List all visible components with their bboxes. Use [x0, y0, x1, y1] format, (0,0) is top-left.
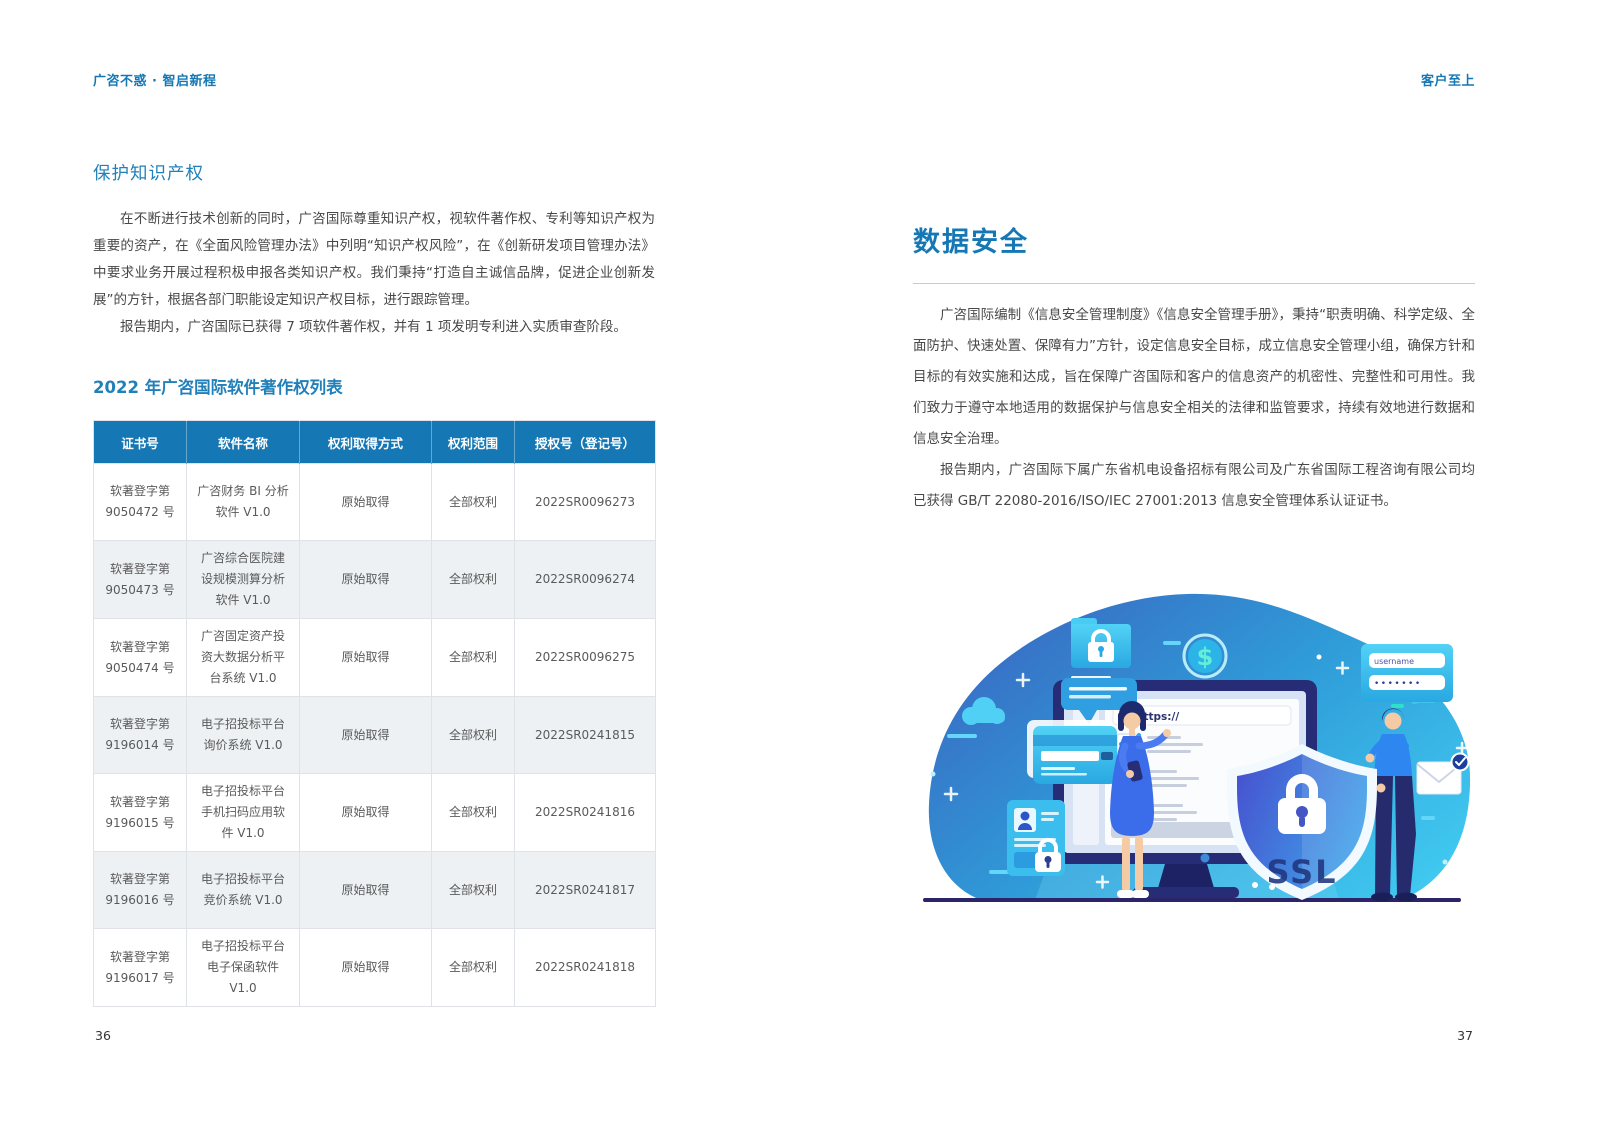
table-row: 软著登字第 9050473 号 广咨综合医院建设规模测算分析软件 V1.0 原始… [93, 540, 656, 619]
cloud-icon [962, 697, 1005, 725]
column-header: 软件名称 [186, 420, 300, 464]
table-cell: 全部权利 [431, 540, 515, 619]
table-header-row: 证书号 软件名称 权利取得方式 权利范围 授权号（登记号） [93, 420, 656, 464]
https-label: https:// [1136, 711, 1179, 723]
paragraph: 报告期内，广咨国际下属广东省机电设备招标有限公司及广东省国际工程咨询有限公司均已… [913, 462, 1475, 509]
svg-text:$: $ [1197, 643, 1214, 671]
table-cell: 2022SR0241815 [514, 696, 656, 774]
table-title: 2022 年广咨国际软件著作权列表 [93, 378, 343, 397]
table-cell: 2022SR0241818 [514, 928, 656, 1007]
column-header: 权利范围 [431, 420, 515, 464]
id-card-lock-icon [1007, 800, 1065, 876]
dot-decoration [1269, 884, 1275, 890]
table-cell: 2022SR0096275 [514, 618, 656, 697]
table-cell: 软著登字第 9196016 号 [93, 851, 187, 929]
table-cell: 软著登字第 9196014 号 [93, 696, 187, 774]
verified-mail-icon [1416, 752, 1470, 795]
table-cell: 软著登字第 9196015 号 [93, 773, 187, 852]
security-illustration-svg: $ username ••••••• [923, 593, 1471, 902]
table-cell: 原始取得 [299, 540, 432, 619]
ssl-label: SSL [1266, 853, 1337, 891]
column-header: 授权号（登记号） [514, 420, 656, 464]
table-cell: 原始取得 [299, 618, 432, 697]
table-cell: 全部权利 [431, 463, 515, 541]
password-field-text: ••••••• [1374, 679, 1422, 689]
username-field-text: username [1374, 657, 1414, 666]
woman-figure [1110, 701, 1171, 898]
table-cell: 原始取得 [299, 696, 432, 774]
table-cell: 软著登字第 9196017 号 [93, 928, 187, 1007]
table-cell: 全部权利 [431, 773, 515, 852]
page-number: 36 [95, 1028, 111, 1043]
column-header: 权利取得方式 [299, 420, 432, 464]
ground-line [923, 898, 1461, 902]
ssl-shield-icon: SSL [1227, 744, 1377, 900]
title-divider [913, 283, 1475, 284]
table-cell: 原始取得 [299, 463, 432, 541]
hand [1365, 753, 1375, 763]
hand [1376, 783, 1386, 793]
table-cell: 电子招投标平台电子保函软件 V1.0 [186, 928, 300, 1007]
section-title-ip-protection: 保护知识产权 [93, 164, 204, 184]
table-cell: 电子招投标平台询价系统 V1.0 [186, 696, 300, 774]
paragraph: 报告期内，广咨国际已获得 7 项软件著作权，并有 1 项发明专利进入实质审查阶段… [120, 319, 627, 335]
paragraph: 广咨国际编制《信息安全管理制度》《信息安全管理手册》，秉持“职责明确、科学定级、… [913, 307, 1475, 447]
table-cell: 2022SR0241816 [514, 773, 656, 852]
table-cell: 电子招投标平台手机扫码应用软件 V1.0 [186, 773, 300, 852]
table-cell: 软著登字第 9050472 号 [93, 463, 187, 541]
man-figure [1368, 708, 1417, 902]
table-cell: 广咨固定资产投资大数据分析平台系统 V1.0 [186, 618, 300, 697]
data-security-text: 广咨国际编制《信息安全管理制度》《信息安全管理手册》，秉持“职责明确、科学定级、… [913, 300, 1475, 517]
dash-decoration [1391, 704, 1404, 708]
dot-decoration [1442, 859, 1448, 865]
report-page-right: 客户至上 数据安全 广咨国际编制《信息安全管理制度》《信息安全管理手册》，秉持“… [913, 0, 1475, 1131]
table-cell: 软著登字第 9050474 号 [93, 618, 187, 697]
table-row: 软著登字第 9196014 号 电子招投标平台询价系统 V1.0 原始取得 全部… [93, 696, 656, 774]
page-number: 37 [1457, 1028, 1473, 1043]
credit-card-icon [1027, 720, 1117, 784]
plus-decoration [943, 661, 1469, 889]
table-cell: 广咨财务 BI 分析软件 V1.0 [186, 463, 300, 541]
table-cell: 2022SR0241817 [514, 851, 656, 929]
table-cell: 原始取得 [299, 928, 432, 1007]
table-cell: 软著登字第 9050473 号 [93, 540, 187, 619]
table-cell: 电子招投标平台竞价系统 V1.0 [186, 851, 300, 929]
login-form-icon: username ••••••• [1361, 644, 1453, 702]
data-security-illustration: $ username ••••••• [923, 584, 1475, 908]
section-title-data-security: 数据安全 [913, 227, 1029, 258]
column-header: 证书号 [93, 420, 187, 464]
table-row: 软著登字第 9196015 号 电子招投标平台手机扫码应用软件 V1.0 原始取… [93, 773, 656, 852]
dot-decoration [1252, 882, 1258, 888]
table-row: 软著登字第 9196017 号 电子招投标平台电子保函软件 V1.0 原始取得 … [93, 928, 656, 1007]
table-cell: 广咨综合医院建设规模测算分析软件 V1.0 [186, 540, 300, 619]
running-header-left: 广咨不惑 · 智启新程 [93, 74, 217, 89]
table-row: 软著登字第 9196016 号 电子招投标平台竞价系统 V1.0 原始取得 全部… [93, 851, 656, 929]
dot-decoration [930, 771, 936, 777]
table-cell: 原始取得 [299, 851, 432, 929]
report-page-left: 广咨不惑 · 智启新程 保护知识产权 在不断进行技术创新的同时，广咨国际尊重知识… [93, 0, 656, 1131]
table-cell: 全部权利 [431, 696, 515, 774]
running-header-right: 客户至上 [1420, 74, 1475, 89]
table-row: 软著登字第 9050472 号 广咨财务 BI 分析软件 V1.0 原始取得 全… [93, 463, 656, 541]
table-cell: 全部权利 [431, 928, 515, 1007]
table-cell: 全部权利 [431, 618, 515, 697]
ip-protection-text: 在不断进行技术创新的同时，广咨国际尊重知识产权，视软件著作权、专利等知识产权为重… [93, 206, 655, 341]
chat-bubble-icon [1061, 678, 1137, 724]
dollar-coin-icon: $ [1182, 633, 1228, 679]
dot-decoration [1316, 654, 1322, 660]
software-copyright-table: 证书号 软件名称 权利取得方式 权利范围 授权号（登记号） 软著登字第 9050… [93, 420, 656, 1007]
table-cell: 原始取得 [299, 773, 432, 852]
table-cell: 2022SR0096273 [514, 463, 656, 541]
table-cell: 2022SR0096274 [514, 540, 656, 619]
table-cell: 全部权利 [431, 851, 515, 929]
table-row: 软著登字第 9050474 号 广咨固定资产投资大数据分析平台系统 V1.0 原… [93, 618, 656, 697]
paragraph: 在不断进行技术创新的同时，广咨国际尊重知识产权，视软件著作权、专利等知识产权为重… [93, 211, 655, 308]
